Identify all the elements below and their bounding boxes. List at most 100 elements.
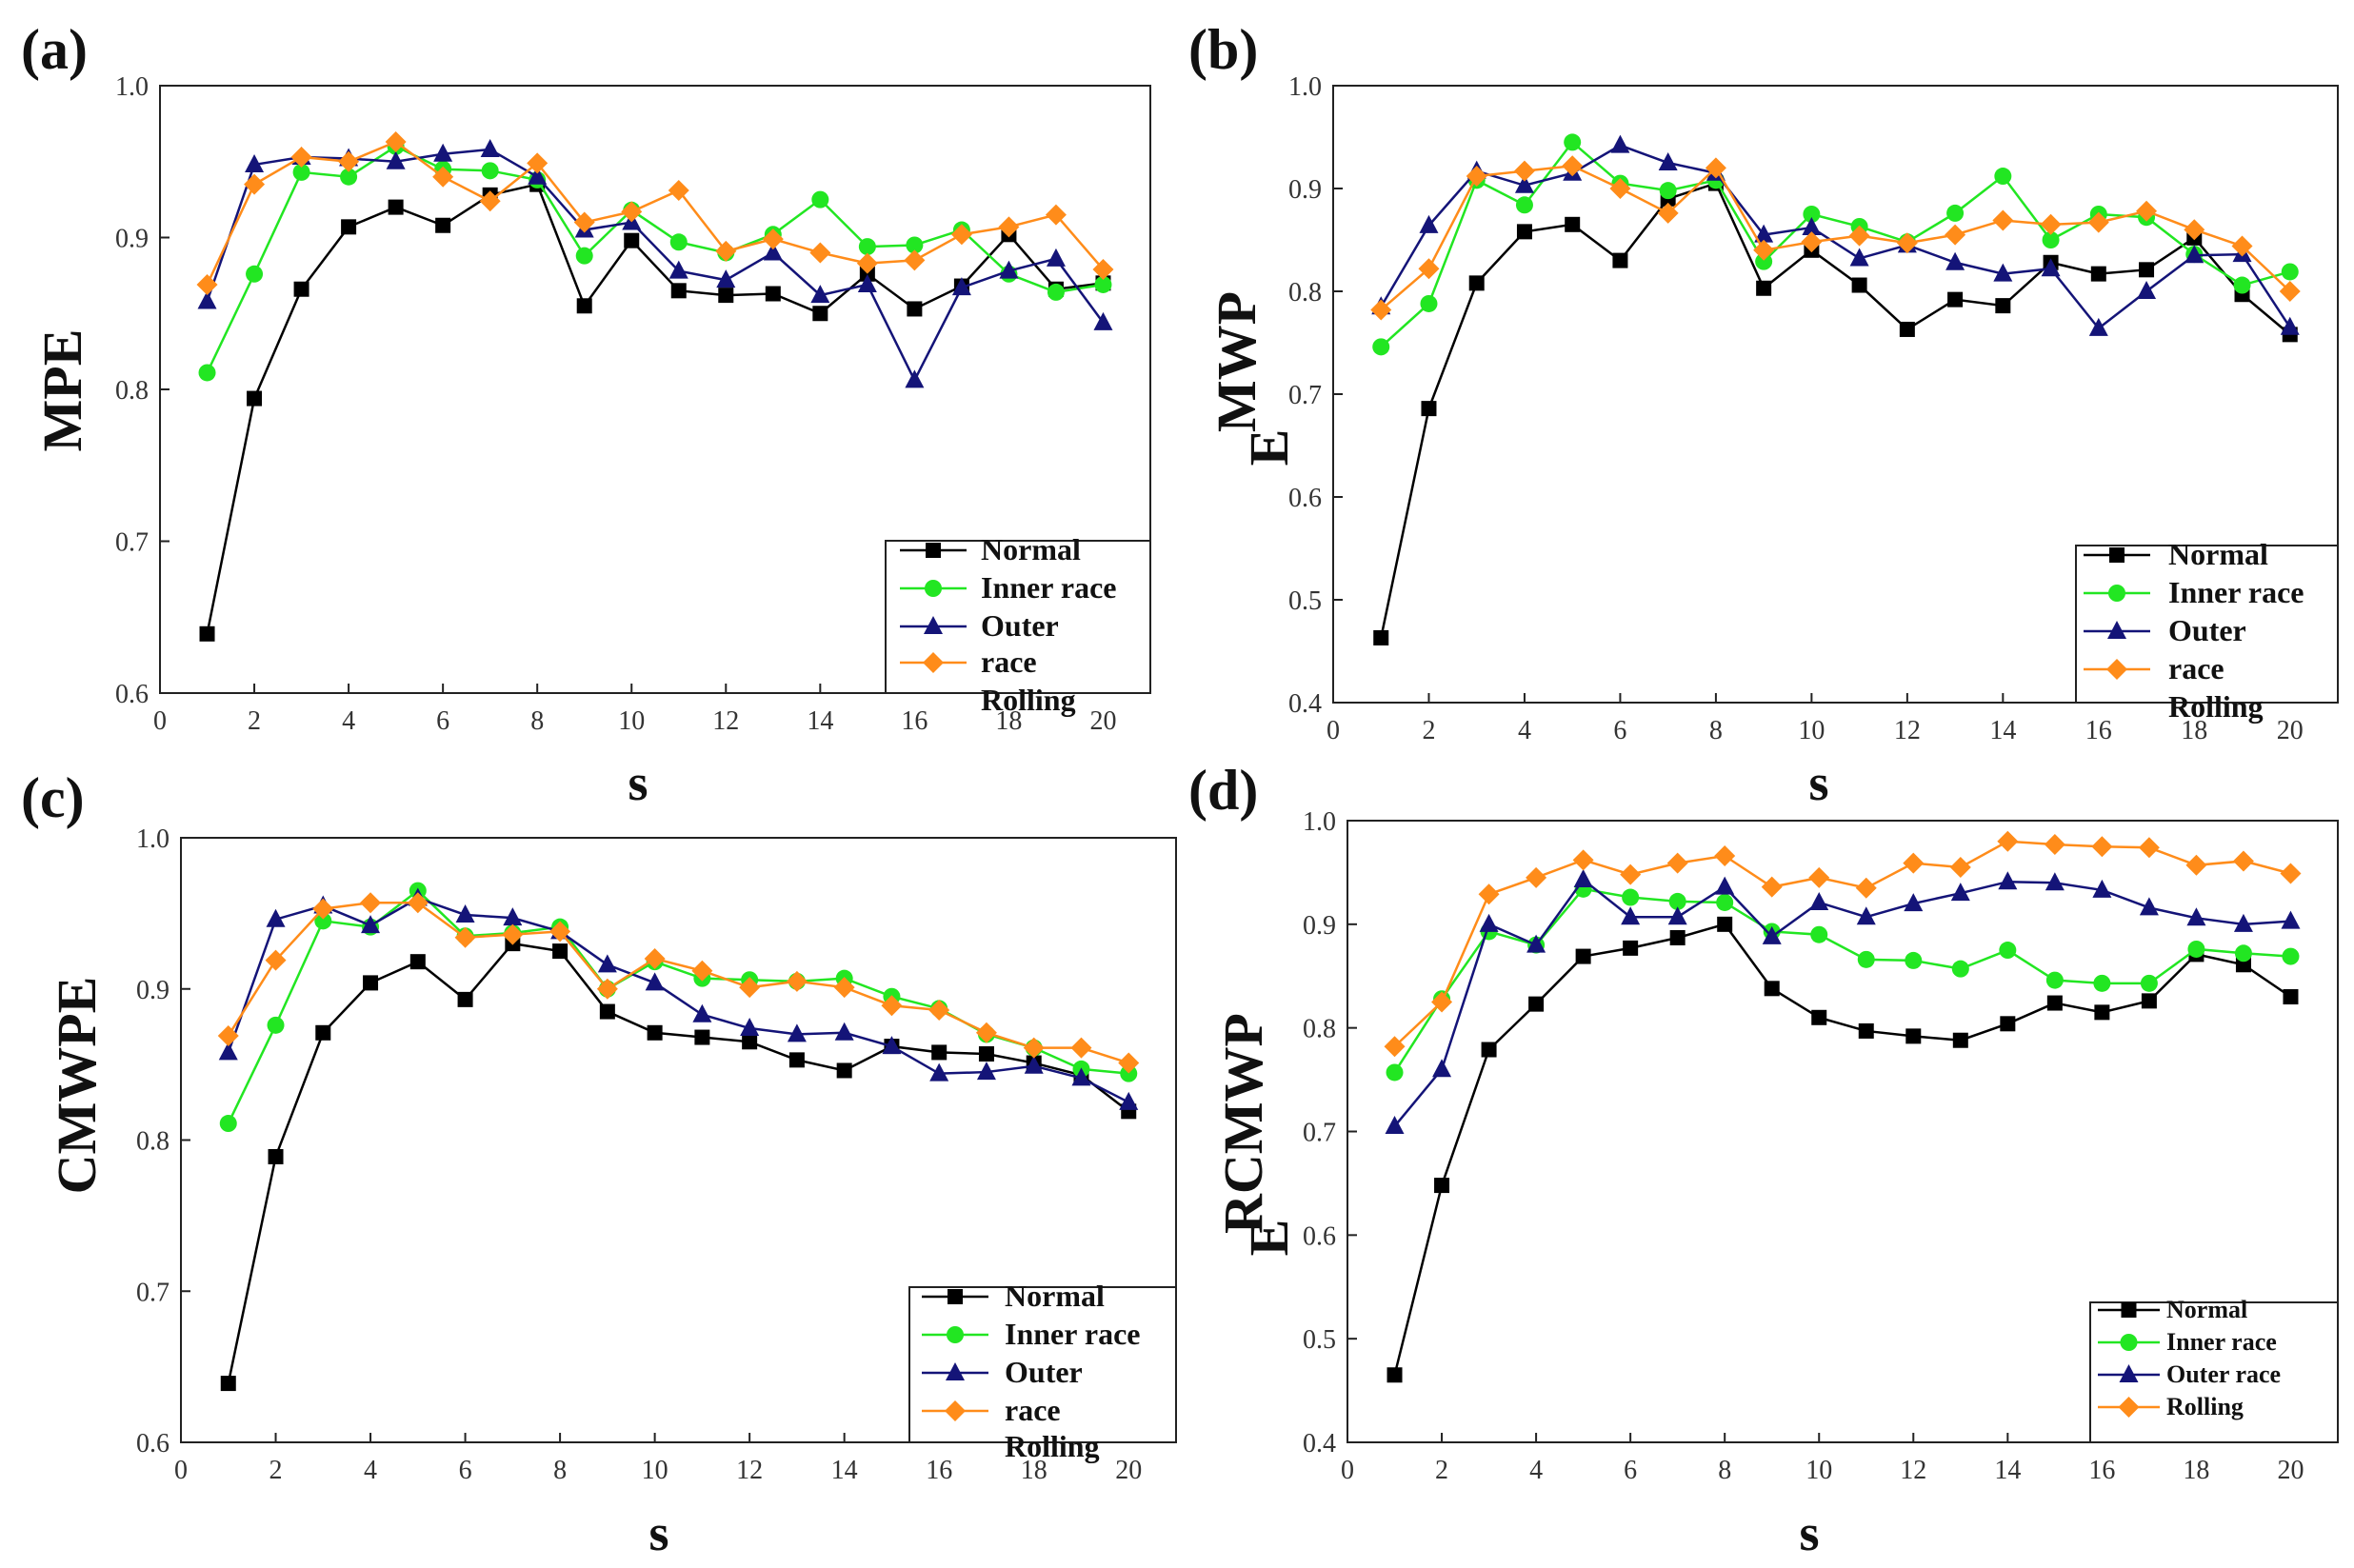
- data-point: [1762, 925, 1782, 944]
- data-point: [882, 1036, 902, 1055]
- data-point: [2040, 213, 2062, 235]
- x-tick-label: 12: [712, 706, 739, 736]
- x-tick-label: 16: [2085, 716, 2112, 745]
- data-point: [1528, 996, 1545, 1012]
- data-point: [388, 199, 404, 215]
- data-point: [2093, 974, 2111, 992]
- x-axis-label: s: [648, 1504, 668, 1561]
- data-point: [1666, 852, 1688, 874]
- data-point: [1946, 204, 1965, 222]
- x-tick-label: 16: [926, 1456, 952, 1485]
- data-point: [1612, 252, 1628, 268]
- data-point: [1851, 277, 1867, 293]
- data-point: [1994, 168, 2012, 186]
- data-point: [599, 1003, 615, 1020]
- legend-marker: [2119, 1364, 2139, 1382]
- data-point: [1421, 401, 1437, 417]
- data-point: [597, 954, 617, 973]
- data-point: [976, 1062, 996, 1081]
- y-tick-label: 0.7: [115, 528, 149, 558]
- series-line: [206, 183, 1104, 635]
- y-axis-label: CMWPE: [46, 977, 108, 1195]
- data-point: [836, 1062, 852, 1079]
- data-point: [1515, 196, 1533, 214]
- data-point: [1668, 892, 1686, 910]
- data-point: [267, 1016, 285, 1034]
- y-tick-label: 0.8: [136, 1127, 170, 1157]
- data-point: [341, 219, 357, 235]
- data-point: [670, 283, 687, 299]
- y-tick-label: 0.9: [1288, 175, 1322, 205]
- data-point: [2185, 854, 2207, 876]
- x-tick-label: 4: [342, 706, 355, 736]
- data-point: [1810, 925, 1828, 943]
- data-point: [2139, 262, 2155, 278]
- data-point: [527, 152, 549, 174]
- x-tick-label: 10: [618, 706, 645, 736]
- data-point: [1997, 830, 2019, 852]
- data-point: [1564, 133, 1582, 151]
- data-point: [1945, 251, 1965, 270]
- data-point: [502, 923, 524, 945]
- y-tick-label: 1.0: [1303, 807, 1336, 837]
- legend-marker: [2120, 1334, 2138, 1351]
- data-point: [361, 915, 381, 934]
- data-point: [762, 228, 784, 250]
- data-point: [433, 143, 453, 162]
- data-point: [2091, 836, 2113, 858]
- legend-label: Inner race: [981, 570, 1116, 605]
- legend-label: Rolling: [2166, 1393, 2244, 1420]
- data-point: [1481, 1042, 1497, 1058]
- data-point: [386, 150, 406, 169]
- data-point: [1857, 950, 1875, 968]
- data-point: [1715, 876, 1735, 895]
- data-point: [906, 236, 924, 254]
- data-point: [881, 995, 903, 1017]
- data-point: [809, 242, 831, 264]
- data-point: [1764, 981, 1780, 997]
- data-point: [1046, 248, 1066, 267]
- data-point: [1573, 869, 1593, 888]
- data-point: [905, 369, 925, 388]
- x-tick-label: 16: [901, 706, 928, 736]
- panel-d: 0.4 0.5 0.6 0.7 0.8 0.9 1.0 0 2 4 6 8 10 12 14 16 18 20 No…: [1188, 759, 2339, 1561]
- series-line: [1393, 878, 2291, 1127]
- data-point: [1903, 852, 1925, 874]
- y-tick-label: 0.4: [1303, 1429, 1336, 1459]
- data-point: [2136, 200, 2158, 222]
- x-tick-label: 6: [1624, 1456, 1637, 1485]
- data-point: [1094, 275, 1112, 293]
- x-tick-label: 10: [1798, 716, 1825, 745]
- data-point: [1370, 299, 1392, 321]
- data-point: [217, 1024, 239, 1046]
- series-line: [1380, 182, 2291, 639]
- x-tick-label: 2: [248, 706, 261, 736]
- x-tick-label: 8: [1718, 1456, 1731, 1485]
- data-point: [575, 247, 593, 265]
- data-point: [1896, 232, 1918, 254]
- legend-marker: [948, 1289, 963, 1304]
- data-point: [1802, 217, 1822, 236]
- data-point: [998, 216, 1020, 238]
- legend-marker: [945, 1400, 966, 1421]
- data-point: [1717, 916, 1733, 932]
- data-point: [1705, 157, 1726, 179]
- x-tick-label: 8: [553, 1456, 567, 1485]
- x-tick-label: 14: [831, 1456, 858, 1485]
- data-point: [858, 238, 876, 256]
- data-point: [2184, 245, 2204, 264]
- data-point: [1993, 263, 2013, 282]
- data-point: [742, 1034, 758, 1050]
- data-point: [314, 912, 332, 930]
- y-tick-label: 0.8: [115, 376, 149, 406]
- x-tick-label: 18: [1021, 1456, 1047, 1485]
- y-axis-label: MWP: [1206, 291, 1267, 432]
- data-point: [1995, 298, 2011, 314]
- series-line: [1393, 923, 2292, 1376]
- data-point: [360, 892, 382, 914]
- data-point: [1949, 856, 1971, 878]
- data-point: [2280, 863, 2302, 884]
- data-point: [1761, 876, 1783, 898]
- x-tick-label: 0: [1327, 716, 1340, 745]
